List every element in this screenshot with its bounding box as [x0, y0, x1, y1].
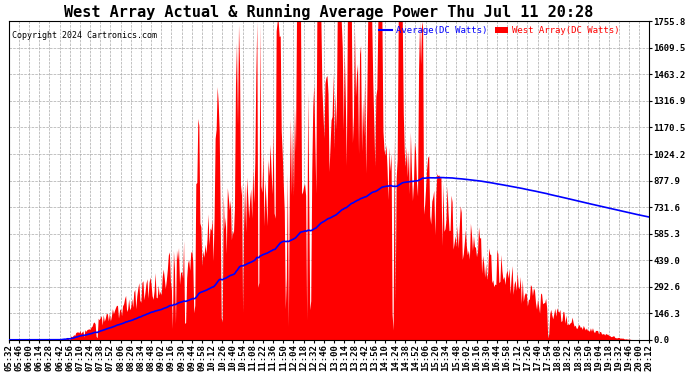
Text: Copyright 2024 Cartronics.com: Copyright 2024 Cartronics.com: [12, 31, 157, 40]
Title: West Array Actual & Running Average Power Thu Jul 11 20:28: West Array Actual & Running Average Powe…: [64, 4, 593, 20]
Legend: Average(DC Watts), West Array(DC Watts): Average(DC Watts), West Array(DC Watts): [379, 26, 619, 35]
